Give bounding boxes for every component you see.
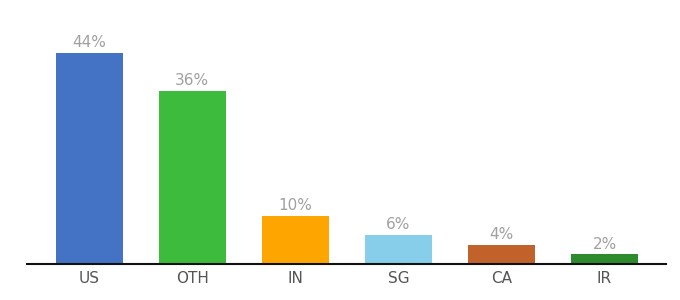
- Bar: [571, 254, 638, 264]
- Bar: [56, 53, 122, 264]
- Text: 6%: 6%: [386, 217, 411, 232]
- Text: 36%: 36%: [175, 73, 209, 88]
- Text: 10%: 10%: [278, 198, 312, 213]
- Text: 2%: 2%: [592, 236, 617, 251]
- Bar: [365, 235, 432, 264]
- Bar: [262, 216, 328, 264]
- Text: 4%: 4%: [490, 227, 513, 242]
- Bar: [468, 245, 535, 264]
- Text: 44%: 44%: [72, 35, 106, 50]
- Bar: [158, 91, 226, 264]
